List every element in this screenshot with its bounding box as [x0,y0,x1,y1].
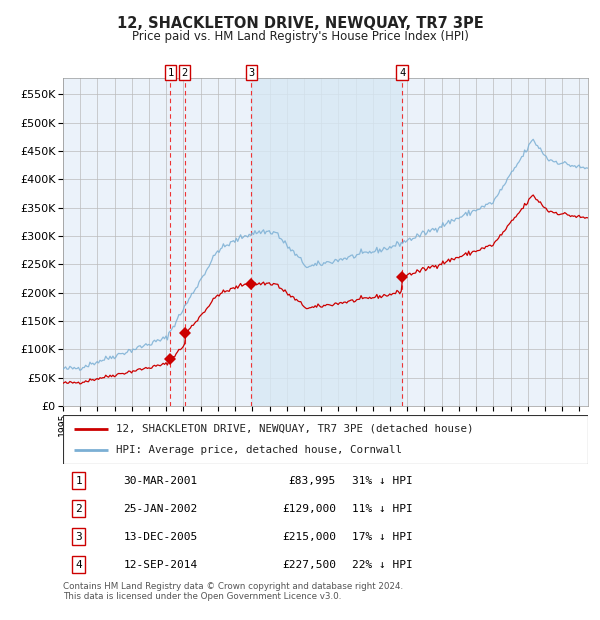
Text: £227,500: £227,500 [282,559,336,570]
Text: £83,995: £83,995 [289,476,336,486]
Bar [251,78,402,406]
Text: Price paid vs. HM Land Registry's House Price Index (HPI): Price paid vs. HM Land Registry's House … [131,30,469,43]
Text: 11% ↓ HPI: 11% ↓ HPI [352,503,413,514]
Text: 12, SHACKLETON DRIVE, NEWQUAY, TR7 3PE (detached house): 12, SHACKLETON DRIVE, NEWQUAY, TR7 3PE (… [115,424,473,434]
Text: 12-SEP-2014: 12-SEP-2014 [124,559,197,570]
Text: Contains HM Land Registry data © Crown copyright and database right 2024.
This d: Contains HM Land Registry data © Crown c… [63,582,403,601]
Text: 2: 2 [76,503,82,514]
Text: 12, SHACKLETON DRIVE, NEWQUAY, TR7 3PE: 12, SHACKLETON DRIVE, NEWQUAY, TR7 3PE [116,16,484,30]
Text: 22% ↓ HPI: 22% ↓ HPI [352,559,413,570]
Text: 30-MAR-2001: 30-MAR-2001 [124,476,197,486]
Text: 4: 4 [399,68,405,78]
Text: 1: 1 [76,476,82,486]
Text: 13-DEC-2005: 13-DEC-2005 [124,531,197,542]
Text: 2: 2 [182,68,188,78]
Text: 3: 3 [248,68,254,78]
Text: 3: 3 [76,531,82,542]
Text: £215,000: £215,000 [282,531,336,542]
Text: 4: 4 [76,559,82,570]
Text: £129,000: £129,000 [282,503,336,514]
Text: 17% ↓ HPI: 17% ↓ HPI [352,531,413,542]
Text: 25-JAN-2002: 25-JAN-2002 [124,503,197,514]
Text: HPI: Average price, detached house, Cornwall: HPI: Average price, detached house, Corn… [115,445,401,455]
Text: 1: 1 [167,68,173,78]
Text: 31% ↓ HPI: 31% ↓ HPI [352,476,413,486]
